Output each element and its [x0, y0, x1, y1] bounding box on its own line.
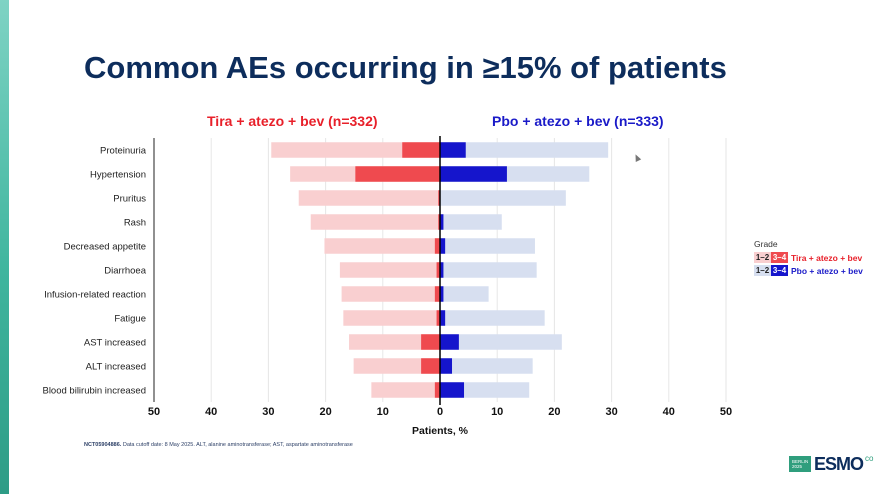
logo-badge: BERLIN 2025	[789, 456, 811, 472]
bar-right-grade34	[440, 214, 444, 230]
bar-left-any	[339, 262, 440, 278]
category-label: Hypertension	[90, 170, 146, 181]
bar-right-grade34	[440, 382, 465, 398]
bar-right-grade34	[440, 286, 444, 302]
arm-left-label: Tira + atezo + bev (n=332)	[207, 113, 378, 129]
bar-left-grade34	[355, 166, 440, 182]
bar-left-any	[371, 382, 440, 398]
bar-right-any	[440, 286, 489, 302]
bar-right-grade34	[440, 334, 459, 350]
footnote-trial-id: NCT05904886.	[84, 442, 122, 448]
legend-swatch-left-grade34: 3–4	[771, 252, 788, 263]
category-label: Infusion-related reaction	[44, 290, 146, 301]
legend-label-left: Tira + atezo + bev	[791, 252, 863, 263]
logo-tag: congr	[865, 454, 874, 463]
bar-right-any	[440, 334, 562, 350]
x-tick-label: 30	[605, 406, 617, 418]
category-label: Fatigue	[114, 314, 146, 325]
legend-row-right-arm: 1–2 3–4 Pbo + atezo + bev	[754, 264, 863, 277]
bar-right-any	[440, 310, 545, 326]
x-tick-label: 50	[720, 406, 732, 418]
legend-swatch-right-grade34: 3–4	[771, 265, 788, 276]
bar-left-grade34	[438, 190, 440, 206]
bar-left-grade34	[421, 358, 440, 374]
legend: Grade 1–2 3–4 Tira + atezo + bev 1–2 3–4…	[754, 239, 863, 277]
bar-right-grade34	[440, 310, 446, 326]
footnote: NCT05904886. Data cutoff date: 8 May 202…	[84, 442, 353, 448]
bar-left-any	[310, 214, 440, 230]
bar-left-any	[298, 190, 440, 206]
x-tick-label: 20	[548, 406, 560, 418]
accent-bar	[0, 0, 9, 494]
bar-right-grade34	[440, 262, 444, 278]
legend-label-right: Pbo + atezo + bev	[791, 265, 863, 276]
x-tick-label: 10	[377, 406, 389, 418]
x-tick-label: 20	[319, 406, 331, 418]
legend-title: Grade	[754, 239, 778, 249]
category-label: Diarrhoea	[104, 266, 146, 277]
logo-name: ESMO	[814, 453, 864, 474]
category-label: AST increased	[84, 338, 146, 349]
bar-right-grade34	[440, 238, 446, 254]
arm-right-label: Pbo + atezo + bev (n=333)	[492, 113, 664, 129]
bar-left-grade34	[434, 238, 440, 254]
bar-right-any	[440, 262, 537, 278]
bar-left-grade34	[438, 214, 440, 230]
bar-left-any	[341, 286, 440, 302]
x-axis-title: Patients, %	[412, 425, 469, 437]
x-tick-label: 30	[262, 406, 274, 418]
x-tick-label: 40	[663, 406, 675, 418]
x-tick-label: 0	[437, 406, 443, 418]
bar-left-grade34	[434, 382, 440, 398]
bar-left-any	[271, 142, 440, 158]
bar-right-grade34	[440, 142, 466, 158]
bar-left-grade34	[402, 142, 440, 158]
bar-right-grade34	[440, 358, 453, 374]
category-label: Rash	[124, 218, 146, 229]
legend-row-left-arm: 1–2 3–4 Tira + atezo + bev	[754, 251, 863, 264]
x-tick-label: 40	[205, 406, 217, 418]
x-tick-label: 10	[491, 406, 503, 418]
bar-left-any	[353, 358, 440, 374]
footnote-text: Data cutoff date: 8 May 2025. ALT, alani…	[121, 442, 353, 448]
bar-right-any	[440, 238, 535, 254]
bar-left-grade34	[434, 286, 440, 302]
bar-right-any	[440, 142, 609, 158]
bar-left-any	[349, 334, 440, 350]
bar-left-grade34	[436, 262, 440, 278]
category-label: Pruritus	[113, 194, 146, 205]
bar-right-grade34	[440, 166, 507, 182]
bar-left-grade34	[421, 334, 440, 350]
category-label: ALT increased	[86, 362, 146, 373]
bar-right-any	[440, 214, 502, 230]
category-label: Decreased appetite	[64, 242, 146, 253]
category-label: Blood bilirubin increased	[42, 386, 146, 397]
bar-left-any	[324, 238, 440, 254]
bar-left-grade34	[436, 310, 440, 326]
bar-right-any	[440, 358, 533, 374]
legend-swatch-right-grade12: 1–2	[754, 265, 771, 276]
x-tick-label: 50	[148, 406, 160, 418]
bar-left-any	[343, 310, 440, 326]
legend-swatch-left-grade12: 1–2	[754, 252, 771, 263]
category-label: Proteinuria	[100, 146, 147, 157]
bar-right-any	[440, 190, 566, 206]
slide-title: Common AEs occurring in ≥15% of patients	[84, 50, 727, 85]
esmo-logo: BERLIN 2025 ESMO congr	[789, 452, 874, 476]
